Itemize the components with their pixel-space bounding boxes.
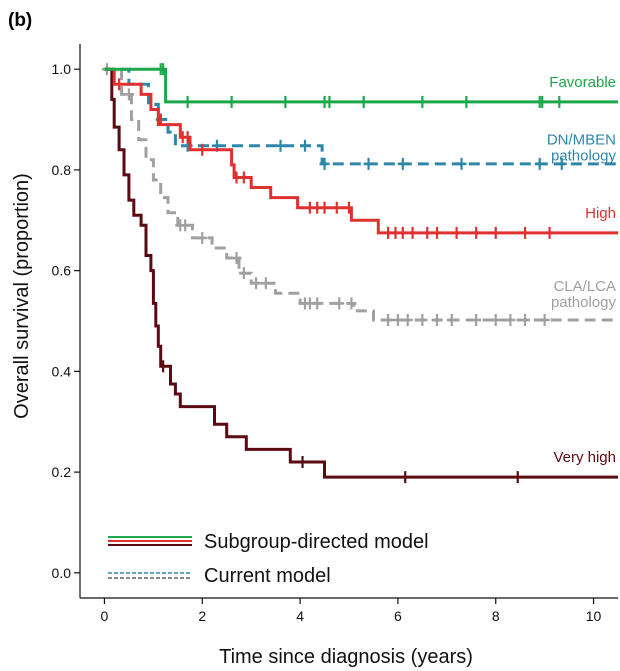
series-label-line: pathology — [551, 148, 617, 165]
y-axis-title: Overall survival (proportion) — [11, 173, 33, 419]
axes: 0.0 0.2 0.4 0.6 0.8 1.0 0 2 4 6 8 10 — [52, 44, 618, 624]
series-favorable — [104, 63, 618, 108]
legend: Subgroup-directed model Current model — [108, 531, 429, 587]
series-label-favorable: Favorable — [549, 74, 616, 91]
x-tick-label: 6 — [394, 608, 402, 624]
x-tick-label: 4 — [296, 608, 304, 624]
series-label-dn_mben: DN/MBEN pathology — [547, 132, 617, 165]
x-tick-label: 8 — [492, 608, 500, 624]
series-label-cla_lca: CLA/LCA pathology — [551, 278, 617, 311]
series-label-line: CLA/LCA — [553, 278, 616, 295]
series-label-line: Very high — [553, 449, 616, 466]
y-tick-label: 0.6 — [52, 263, 72, 279]
series-layer — [101, 63, 618, 484]
x-axis-title: Time since diagnosis (years) — [219, 646, 473, 668]
y-tick-label: 0.4 — [52, 363, 72, 379]
legend-label-current: Current model — [204, 565, 331, 587]
series-label-line: pathology — [551, 294, 617, 311]
series-label-line: Favorable — [549, 74, 616, 91]
series-label-high: High — [585, 205, 616, 222]
y-tick-label: 0.0 — [52, 565, 72, 581]
y-tick-label: 0.8 — [52, 162, 72, 178]
series-dn_mben — [104, 67, 618, 170]
survival-curve-favorable — [104, 67, 618, 104]
x-tick-label: 2 — [198, 608, 206, 624]
series-very_high — [104, 67, 618, 484]
x-tick-label: 0 — [101, 608, 109, 624]
series-label-very_high: Very high — [553, 449, 616, 466]
y-tick-label: 1.0 — [52, 61, 72, 77]
survival-curve-dn_mben — [104, 67, 618, 166]
survival-curve-cla_lca — [104, 67, 618, 322]
series-label-line: DN/MBEN — [547, 132, 616, 149]
x-tick-label: 10 — [586, 608, 602, 624]
y-tick-label: 0.2 — [52, 464, 72, 480]
survival-curve-very_high — [104, 67, 618, 479]
legend-label-subgroup: Subgroup-directed model — [204, 531, 429, 553]
series-label-line: High — [585, 205, 616, 222]
survival-curve-high — [104, 67, 618, 235]
panel-label: (b) — [8, 10, 32, 31]
series-high — [104, 67, 618, 239]
